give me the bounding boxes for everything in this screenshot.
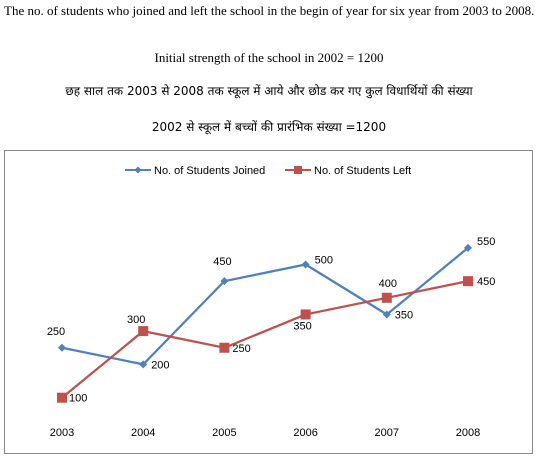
data-label: 350 (395, 309, 413, 321)
x-tick-label: 2006 (293, 427, 317, 439)
data-point-left (301, 309, 311, 319)
data-label: 200 (151, 359, 169, 371)
hindi-description-line: छह साल तक 2003 से 2008 तक स्कूल में आये … (0, 82, 538, 99)
data-label: 400 (379, 278, 397, 290)
plot-area: 250 200 450 500 350 550 100 300 250 350 400 450 (47, 236, 496, 405)
initial-strength-line: Initial strength of the school in 2002 =… (0, 50, 538, 66)
data-point-left (463, 276, 473, 286)
legend-marker-square-icon (294, 166, 302, 174)
data-label: 300 (127, 314, 145, 326)
x-tick-label: 2003 (50, 427, 74, 439)
hindi-initial-strength-line: 2002 से स्कूल में बच्चों की प्रारंभिक सं… (0, 118, 538, 135)
data-label: 250 (47, 326, 65, 338)
data-point-left (57, 393, 67, 403)
data-label: 500 (315, 255, 333, 267)
data-label: 450 (477, 276, 495, 288)
data-label: 250 (232, 343, 250, 355)
x-tick-label: 2007 (375, 427, 399, 439)
chart-container: No. of Students Joined No. of Students Le… (4, 150, 533, 454)
data-point-left (138, 326, 148, 336)
chart-legend: No. of Students Joined No. of Students Le… (125, 165, 411, 177)
legend-marker-diamond-icon (135, 167, 142, 174)
line-chart: No. of Students Joined No. of Students Le… (5, 151, 532, 453)
x-tick-label: 2004 (131, 427, 155, 439)
data-label: 550 (477, 236, 495, 248)
intro-paragraph: The no. of students who joined and left … (4, 2, 536, 19)
data-point-joined (58, 344, 66, 352)
data-point-left (382, 293, 392, 303)
x-axis-ticks: 2003 2004 2005 2006 2007 2008 (50, 427, 480, 439)
x-tick-label: 2005 (212, 427, 236, 439)
data-point-left (219, 343, 229, 353)
data-label: 350 (293, 320, 311, 332)
data-label: 100 (69, 393, 87, 405)
x-tick-label: 2008 (456, 427, 480, 439)
data-label: 450 (213, 256, 231, 268)
legend-label-1: No. of Students Left (314, 165, 411, 177)
legend-label-0: No. of Students Joined (154, 165, 265, 177)
